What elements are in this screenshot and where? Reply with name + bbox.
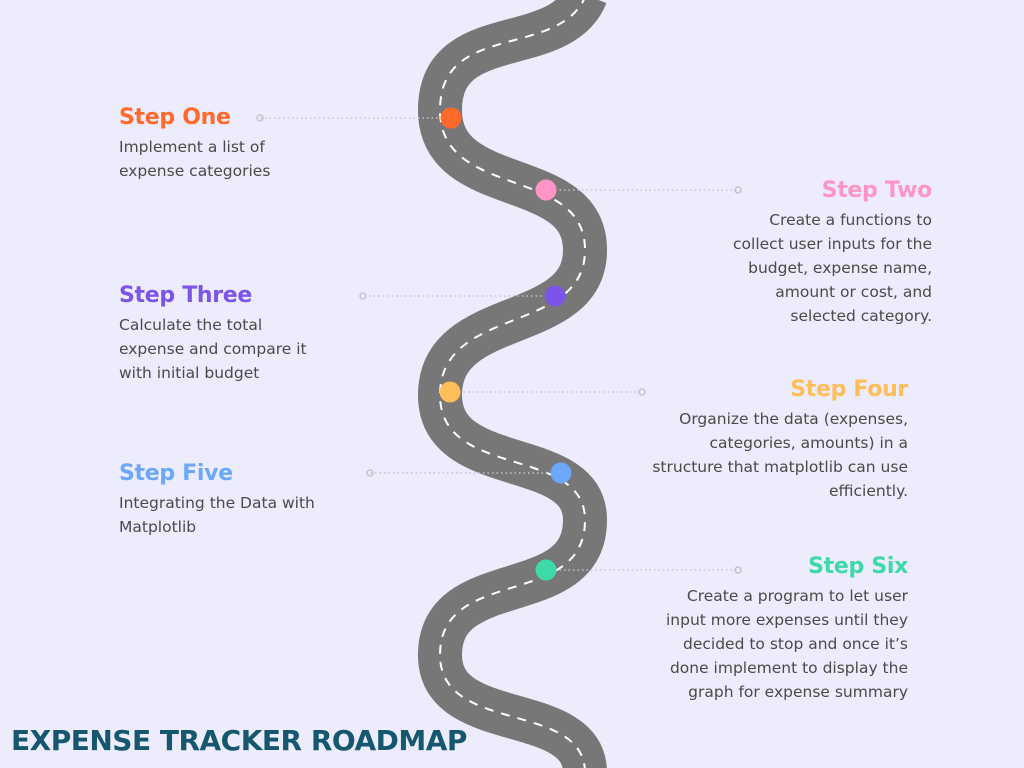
step-title: Step Four	[790, 377, 908, 402]
step-marker-dot	[544, 285, 566, 307]
step-six: Step Six Create a program to let user in…	[600, 554, 908, 704]
step-description: Create a functions to collect user input…	[733, 211, 932, 325]
step-title: Step Six	[808, 554, 908, 579]
step-four: Step Four Organize the data (expenses, c…	[600, 377, 908, 503]
page-title: EXPENSE TRACKER ROADMAP	[11, 724, 467, 757]
connector-end-dot	[256, 114, 264, 122]
connector-end-dot	[366, 469, 374, 477]
step-five: Step Five Integrating the Data with Matp…	[119, 461, 379, 539]
step-three: Step Three Calculate the total expense a…	[119, 283, 379, 385]
step-description: Organize the data (expenses, categories,…	[652, 410, 908, 500]
connector-end-dot	[734, 566, 742, 574]
connector-end-dot	[734, 186, 742, 194]
step-description: Create a program to let user input more …	[666, 587, 908, 701]
step-marker-dot	[440, 107, 462, 129]
step-title: Step One	[119, 105, 231, 130]
step-two: Step Two Create a functions to collect u…	[630, 178, 932, 328]
step-description: Implement a list of expense categories	[119, 138, 271, 180]
step-markers	[439, 107, 572, 581]
step-description: Integrating the Data with Matplotlib	[119, 494, 315, 536]
road-body	[418, 0, 607, 768]
step-marker-dot	[550, 462, 572, 484]
connector-end-dot	[359, 292, 367, 300]
step-title: Step Two	[821, 178, 933, 203]
step-title: Step Three	[119, 283, 253, 308]
step-marker-dot	[439, 381, 461, 403]
step-connectors	[256, 114, 742, 574]
connector-end-dot	[638, 388, 646, 396]
step-marker-dot	[535, 559, 557, 581]
step-title: Step Five	[119, 461, 233, 486]
step-one: Step One Implement a list of expense cat…	[119, 105, 379, 183]
step-description: Calculate the total expense and compare …	[119, 316, 307, 382]
step-marker-dot	[535, 179, 557, 201]
